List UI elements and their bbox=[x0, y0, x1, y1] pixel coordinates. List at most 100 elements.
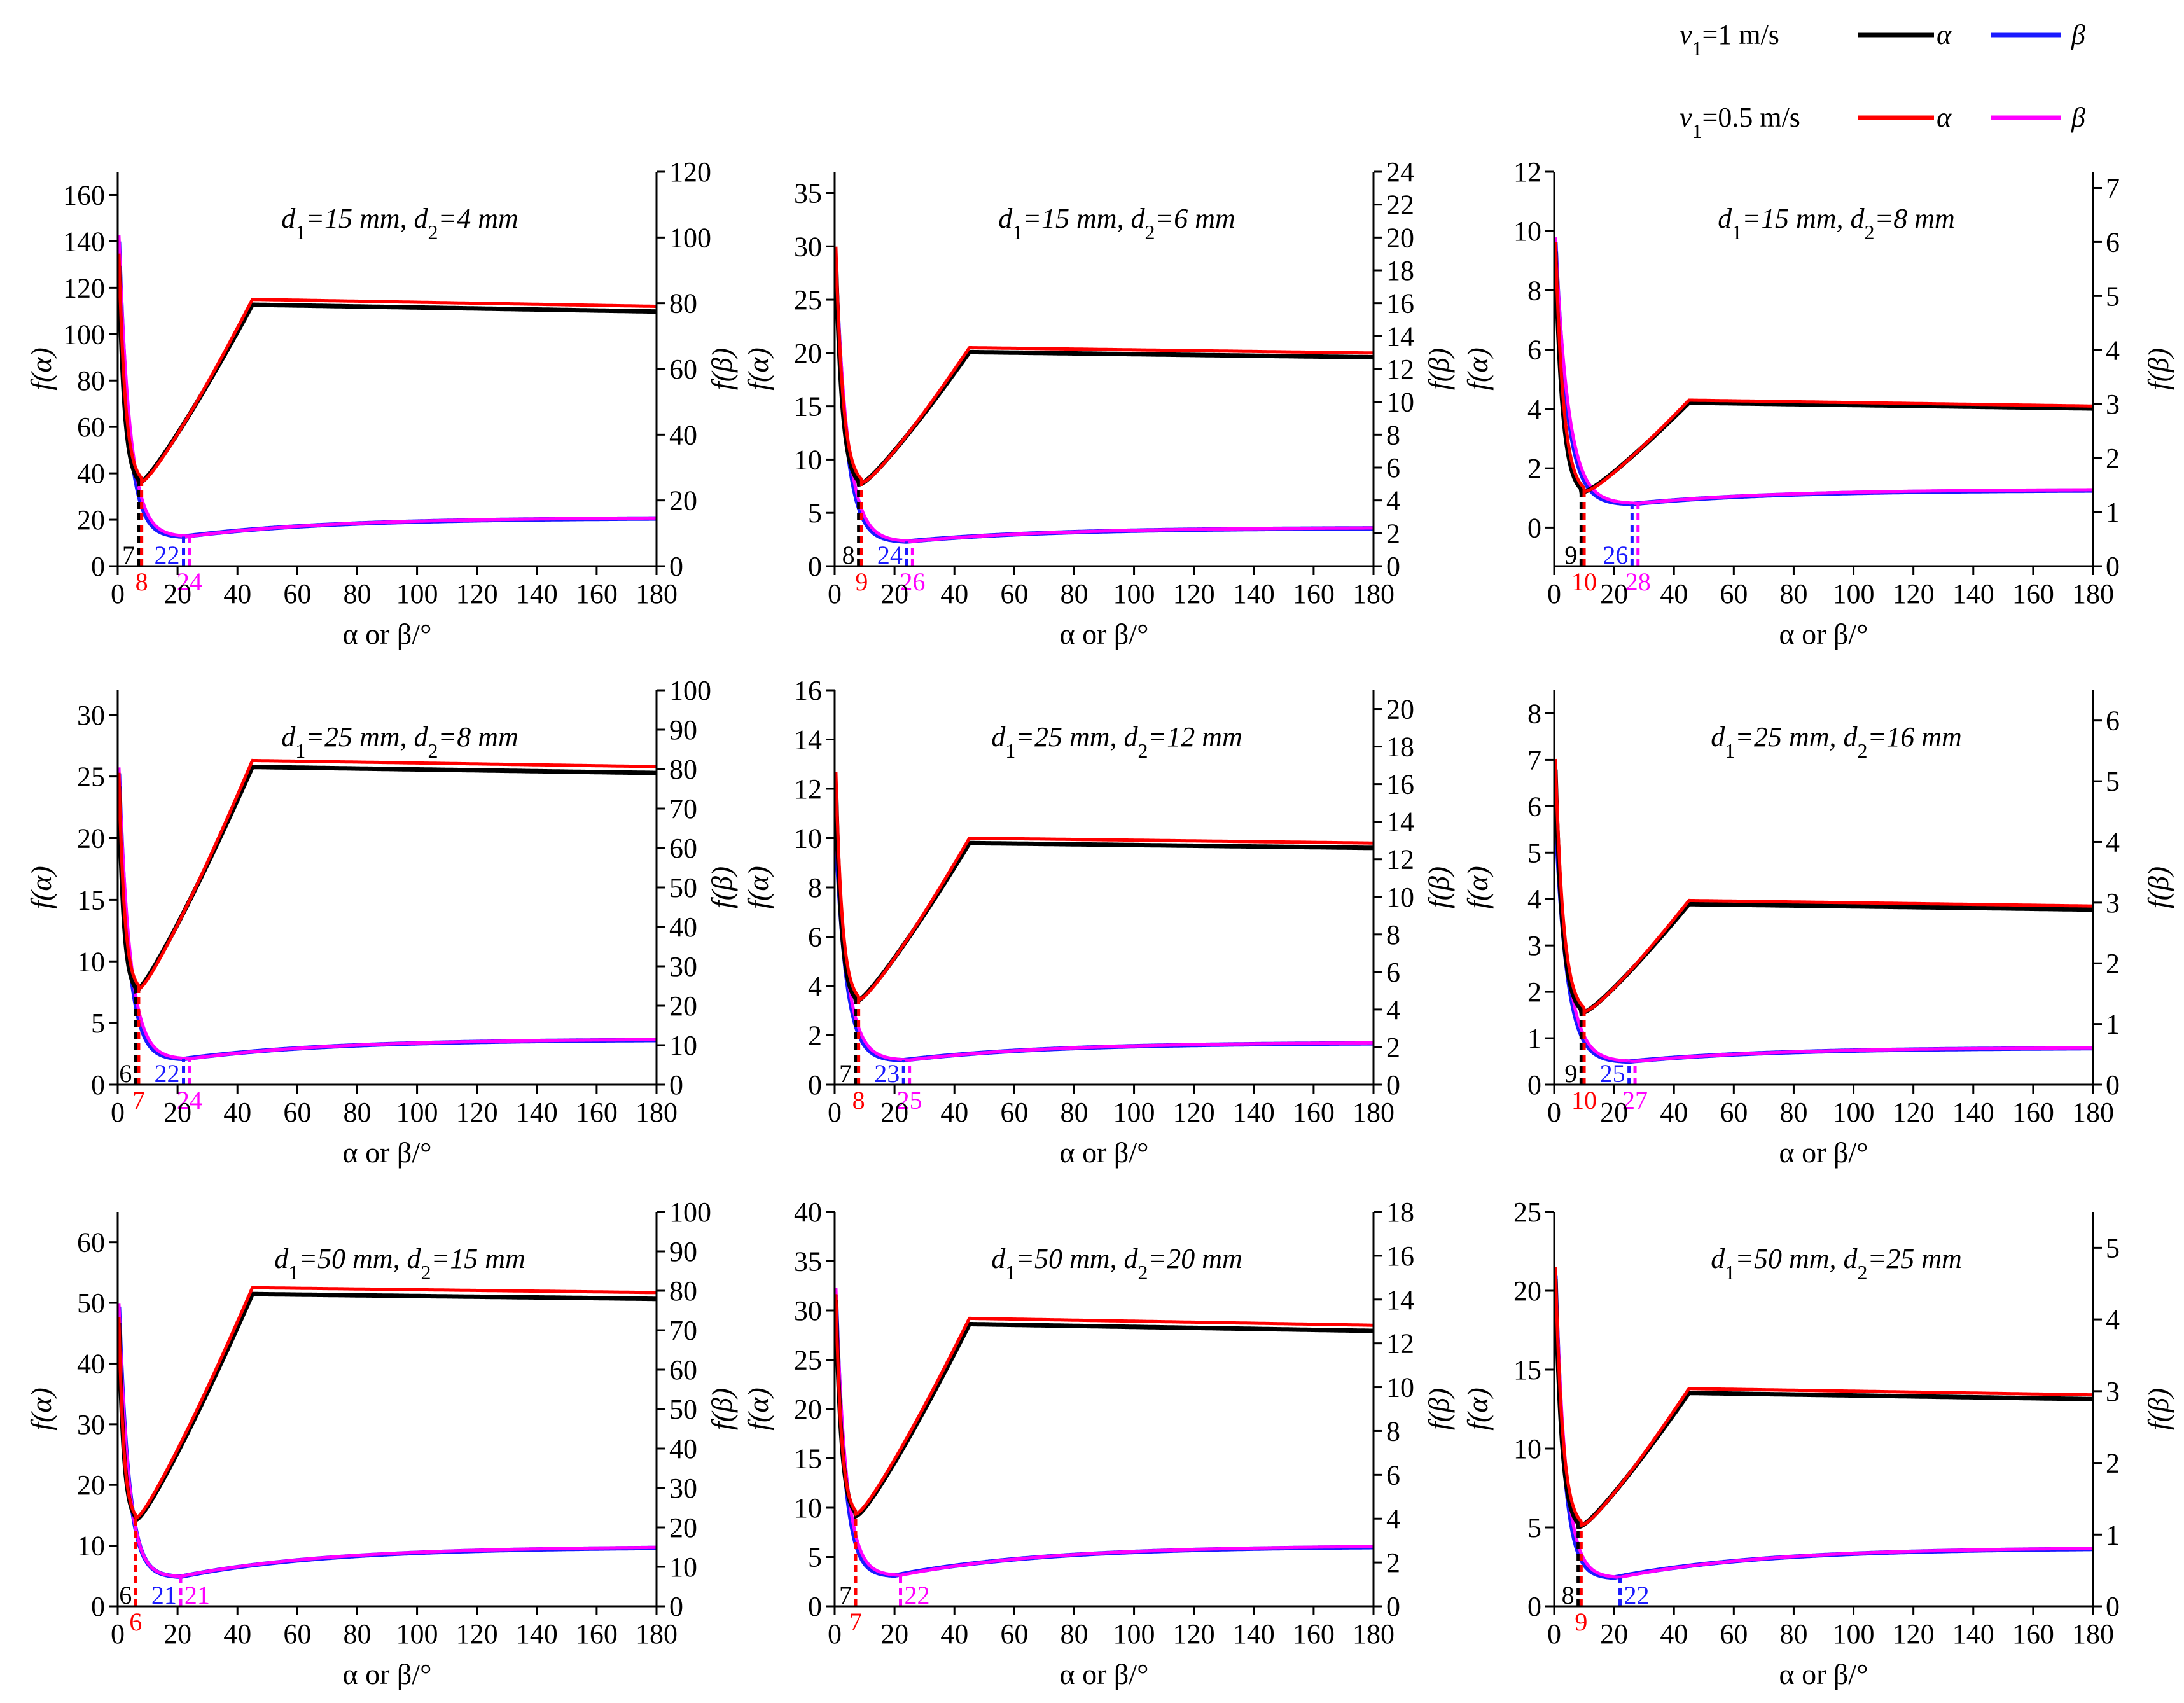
curve-group bbox=[1554, 758, 2093, 1064]
y-right-tick-label: 10 bbox=[1386, 387, 1414, 418]
panel-title: d1=50 mm, d2=15 mm bbox=[274, 1243, 525, 1284]
title-d1: d bbox=[991, 721, 1006, 753]
x-tick-label: 140 bbox=[1233, 1097, 1275, 1128]
y-left-axis-title: f(α) bbox=[25, 1387, 57, 1431]
y-right-tick-label: 3 bbox=[2106, 887, 2120, 919]
x-tick-label: 140 bbox=[1952, 1618, 1994, 1650]
title-d1: d bbox=[281, 203, 296, 234]
y-left-tick-label: 40 bbox=[794, 1197, 822, 1228]
y-left-tick-label: 25 bbox=[794, 284, 822, 316]
y-right-tick-label: 22 bbox=[1386, 190, 1414, 221]
title-d1-sub: 1 bbox=[288, 1261, 298, 1284]
x-tick-label: 60 bbox=[1000, 1097, 1028, 1128]
y-right-tick-label: 2 bbox=[2106, 948, 2120, 979]
x-tick-label: 0 bbox=[828, 578, 842, 609]
title-d2-sub: 2 bbox=[1858, 1261, 1868, 1284]
y-right-tick-label: 0 bbox=[669, 1069, 683, 1101]
y-right-tick-label: 6 bbox=[2106, 226, 2120, 258]
y-left-axis-title: f(α) bbox=[25, 347, 57, 391]
y-left-axis-title: f(α) bbox=[742, 347, 774, 391]
y-left-tick-label: 16 bbox=[794, 675, 822, 706]
beta-curve-v05 bbox=[835, 1288, 1374, 1577]
y-right-tick-label: 4 bbox=[2106, 335, 2120, 366]
y-right-tick-label: 30 bbox=[669, 1473, 697, 1504]
y-left-tick-label: 80 bbox=[77, 365, 105, 396]
beta-curve-v05 bbox=[118, 767, 657, 1060]
title-d2-value: =12 mm bbox=[1148, 721, 1242, 753]
y-left-tick-label: 15 bbox=[1513, 1354, 1541, 1386]
x-tick-label: 20 bbox=[163, 578, 191, 609]
y-right-tick-label: 5 bbox=[2106, 766, 2120, 797]
y-left-tick-label: 10 bbox=[1513, 1433, 1541, 1464]
x-tick-label: 60 bbox=[1000, 1618, 1028, 1650]
beta-curve-v1 bbox=[1554, 1275, 2093, 1580]
x-tick-label: 180 bbox=[636, 1618, 678, 1650]
curve-group bbox=[1554, 237, 2093, 506]
title-d2-value: =20 mm bbox=[1148, 1243, 1242, 1274]
x-tick-label: 120 bbox=[456, 1618, 498, 1650]
x-axis-title: α or β/° bbox=[1060, 618, 1149, 650]
y-left-tick-label: 4 bbox=[1527, 394, 1541, 425]
title-d2-value: =4 mm bbox=[438, 203, 518, 234]
x-tick-label: 140 bbox=[516, 1618, 558, 1650]
y-right-tick-label: 0 bbox=[1386, 551, 1400, 582]
curve-group bbox=[835, 1288, 1374, 1578]
x-tick-label: 20 bbox=[880, 578, 908, 609]
y-left-tick-label: 10 bbox=[77, 946, 105, 977]
alpha-curve-v1 bbox=[835, 1300, 1374, 1519]
y-right-tick-label: 0 bbox=[2106, 1069, 2120, 1101]
y-right-tick-label: 16 bbox=[1386, 1241, 1414, 1272]
title-d2-sub: 2 bbox=[428, 739, 438, 762]
y-left-axis-title: f(α) bbox=[742, 866, 774, 909]
x-tick-label: 100 bbox=[396, 578, 438, 609]
x-tick-label: 160 bbox=[2012, 578, 2054, 609]
y-left-tick-label: 5 bbox=[808, 497, 822, 529]
y-right-tick-label: 40 bbox=[669, 912, 697, 943]
y-right-axis-title: f(β) bbox=[2142, 1388, 2174, 1430]
y-right-tick-label: 80 bbox=[669, 1276, 697, 1307]
legend-v-sub: 1 bbox=[1692, 37, 1702, 60]
beta-curve-v1 bbox=[1554, 242, 2093, 506]
title-d2-value: =8 mm bbox=[438, 721, 518, 753]
y-right-tick-label: 60 bbox=[669, 354, 697, 385]
minimum-marker-label: 7 bbox=[839, 1581, 852, 1609]
y-right-tick-label: 20 bbox=[1386, 694, 1414, 725]
x-tick-label: 120 bbox=[1173, 1097, 1215, 1128]
alpha-curve-v1 bbox=[1554, 769, 2093, 1016]
curve-group bbox=[118, 235, 657, 539]
y-right-tick-label: 7 bbox=[2106, 172, 2120, 204]
y-left-tick-label: 20 bbox=[77, 823, 105, 854]
legend-beta-label: β bbox=[2071, 102, 2085, 133]
x-tick-label: 80 bbox=[343, 1097, 371, 1128]
y-left-tick-label: 20 bbox=[77, 1470, 105, 1501]
y-left-tick-label: 60 bbox=[77, 412, 105, 443]
legend-v-value: =0.5 m/s bbox=[1702, 102, 1800, 133]
alpha-curve-v05 bbox=[1554, 758, 2093, 1013]
y-right-tick-label: 20 bbox=[669, 485, 697, 517]
x-tick-label: 60 bbox=[1000, 578, 1028, 609]
alpha-curve-v05 bbox=[835, 772, 1374, 1003]
y-right-axis-title: f(β) bbox=[706, 866, 738, 908]
y-left-tick-label: 4 bbox=[1527, 884, 1541, 915]
title-d1-sub: 1 bbox=[295, 739, 305, 762]
alpha-curve-v1 bbox=[1554, 1279, 2093, 1530]
minimum-marker-label: 24 bbox=[877, 541, 903, 569]
panel-title: d1=50 mm, d2=25 mm bbox=[1711, 1243, 1962, 1284]
x-axis-title: α or β/° bbox=[1779, 618, 1868, 650]
x-tick-label: 40 bbox=[1660, 1618, 1688, 1650]
alpha-curve-v05 bbox=[835, 1294, 1374, 1517]
y-right-tick-label: 3 bbox=[2106, 1376, 2120, 1407]
title-d1-sub: 1 bbox=[1725, 1261, 1735, 1284]
y-right-axis-title: f(β) bbox=[1422, 1388, 1455, 1430]
title-d2-value: =15 mm bbox=[431, 1243, 525, 1274]
title-d2-sub: 2 bbox=[1858, 739, 1868, 762]
beta-curve-v1 bbox=[118, 1306, 657, 1580]
x-tick-label: 20 bbox=[1600, 578, 1628, 609]
y-left-tick-label: 20 bbox=[794, 338, 822, 369]
alpha-curve-v1 bbox=[1554, 251, 2093, 495]
